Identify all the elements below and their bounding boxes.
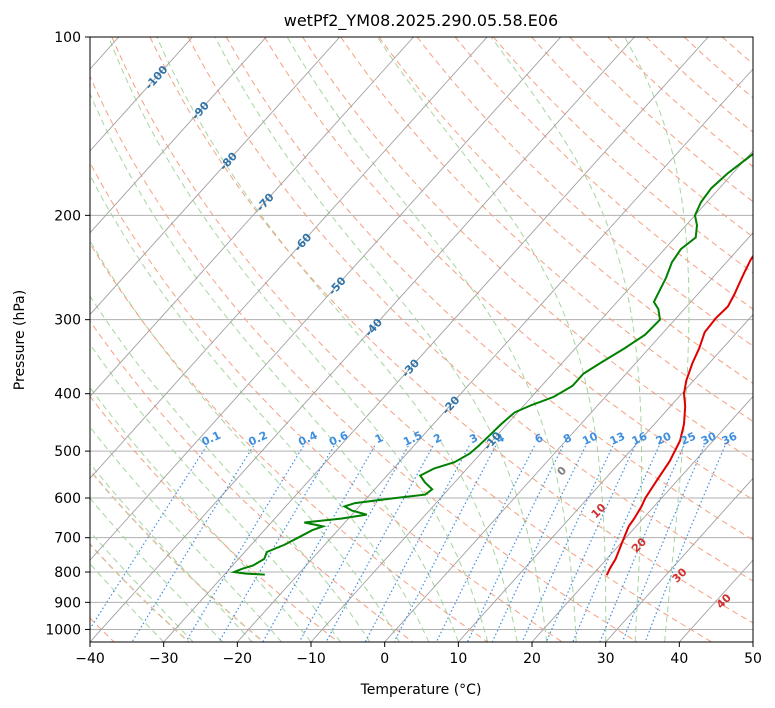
dry-adiabat-line	[90, 75, 638, 642]
y-tick-label: 200	[54, 208, 81, 224]
dry-adiabat-line	[111, 37, 712, 642]
dry-adiabat-line	[569, 37, 753, 203]
isotherm-line	[90, 37, 341, 316]
mixing-ratio-line	[90, 445, 208, 631]
plot-frame	[89, 36, 754, 643]
dry-adiabat-line	[90, 395, 339, 642]
mixing-ratio-line	[491, 445, 587, 642]
moist-adiabat-line	[214, 37, 548, 642]
y-tick-label: 700	[54, 531, 81, 547]
y-tick-label: 800	[54, 565, 81, 581]
dry-adiabat-line	[531, 37, 753, 238]
moist-adiabat-line	[90, 426, 282, 642]
moist-adiabat-line	[376, 37, 607, 642]
dry-adiabat-line	[90, 469, 265, 642]
mixing-ratio-label: 10	[580, 429, 600, 447]
dry-adiabat-line	[378, 37, 753, 385]
moist-adiabat-line	[624, 37, 690, 642]
y-tick-label: 900	[54, 595, 81, 611]
mixing-ratio-line	[644, 445, 726, 642]
isotherm-line	[90, 37, 635, 642]
plot-background	[90, 37, 753, 642]
x-tick-label: 40	[670, 651, 688, 667]
isotherm-line	[90, 37, 562, 561]
moist-adiabat-line	[90, 239, 400, 642]
mixing-ratio-label: 13	[608, 430, 627, 448]
moist-adiabat-line	[90, 92, 459, 642]
mixing-ratio-line	[521, 445, 614, 642]
moist-adiabat-line	[90, 462, 253, 642]
mixing-ratio-line	[131, 445, 255, 642]
x-tick-label: −10	[296, 651, 326, 667]
mixing-ratio-line	[325, 445, 434, 642]
moist-adiabat-line	[490, 37, 643, 642]
dry-adiabat-line	[149, 37, 753, 624]
x-tick-label: 0	[380, 651, 389, 667]
y-tick-label: 400	[54, 387, 81, 403]
mixing-ratio-line	[466, 445, 564, 642]
x-tick-label: 50	[744, 651, 762, 667]
isotherm-line	[384, 232, 753, 642]
y-tick-label: 300	[54, 313, 81, 329]
y-tick-label: 100	[54, 30, 81, 46]
dry-adiabat-line	[90, 161, 563, 642]
mixing-ratio-line	[262, 445, 376, 642]
mixing-ratio-label: 30	[699, 429, 719, 447]
mixing-ratio-line	[545, 445, 636, 642]
isotherm-line	[90, 37, 267, 234]
moist-adiabat-line	[286, 37, 577, 642]
mixing-ratio-label: 36	[720, 429, 740, 447]
x-tick-label: 20	[523, 651, 541, 667]
x-tick-label: −40	[75, 651, 105, 667]
mixing-ratio-label: 25	[679, 430, 698, 448]
mixing-ratio-line	[364, 445, 470, 642]
x-tick-label: −20	[223, 651, 253, 667]
y-tick-label: 600	[54, 491, 81, 507]
mixing-ratio-label: 20	[654, 429, 674, 447]
isotherm-line	[163, 37, 709, 642]
y-tick-label: 500	[54, 444, 81, 460]
y-axis-ticks: 100 200 300 400 500 600 700 800 900 1000	[45, 30, 90, 638]
dry-adiabat-line	[187, 37, 753, 582]
dewpoint-profile-line	[230, 152, 753, 576]
pressure-gridlines	[90, 37, 753, 630]
x-tick-label: 30	[597, 651, 615, 667]
isotherm-line	[90, 37, 414, 398]
dry-adiabat-line	[416, 37, 753, 347]
y-tick-label: 1000	[45, 622, 81, 638]
dry-adiabats	[90, 37, 753, 642]
chart-title: wetPf2_YM08.2025.290.05.58.E06	[284, 11, 558, 31]
moist-adiabat-line	[90, 343, 341, 642]
isotherm-line	[90, 37, 193, 152]
moist-adiabat-line	[90, 295, 371, 642]
dry-adiabat-line	[90, 242, 488, 642]
mixing-ratio-lines	[90, 445, 726, 642]
x-axis-ticks: −40 −30 −20 −10 0 10 20 30 40 50	[75, 642, 762, 667]
mixing-ratio-label: 16	[630, 429, 650, 447]
profile-series	[230, 152, 753, 576]
mixing-ratio-line	[298, 445, 409, 642]
isotherm-line	[310, 150, 753, 642]
moist-adiabat-line	[90, 174, 430, 642]
mixing-ratio-line	[435, 445, 536, 642]
dry-adiabat-line	[225, 37, 753, 541]
mixing-ratio-line	[621, 445, 705, 642]
x-axis-label: Temperature (°C)	[360, 682, 482, 698]
isotherm-line	[236, 68, 753, 642]
isotherm-line	[90, 37, 488, 480]
dry-adiabat-line	[264, 37, 753, 501]
x-tick-label: −30	[149, 651, 179, 667]
mixing-ratio-line	[393, 445, 497, 642]
isotherm-line	[605, 477, 753, 642]
moist-adiabat-line	[156, 37, 518, 642]
x-tick-label: 10	[449, 651, 467, 667]
temperature-profile-line	[605, 254, 753, 576]
y-axis-label: Pressure (hPa)	[12, 290, 28, 390]
dry-adiabat-line	[90, 320, 414, 642]
isotherm-line	[457, 313, 753, 642]
